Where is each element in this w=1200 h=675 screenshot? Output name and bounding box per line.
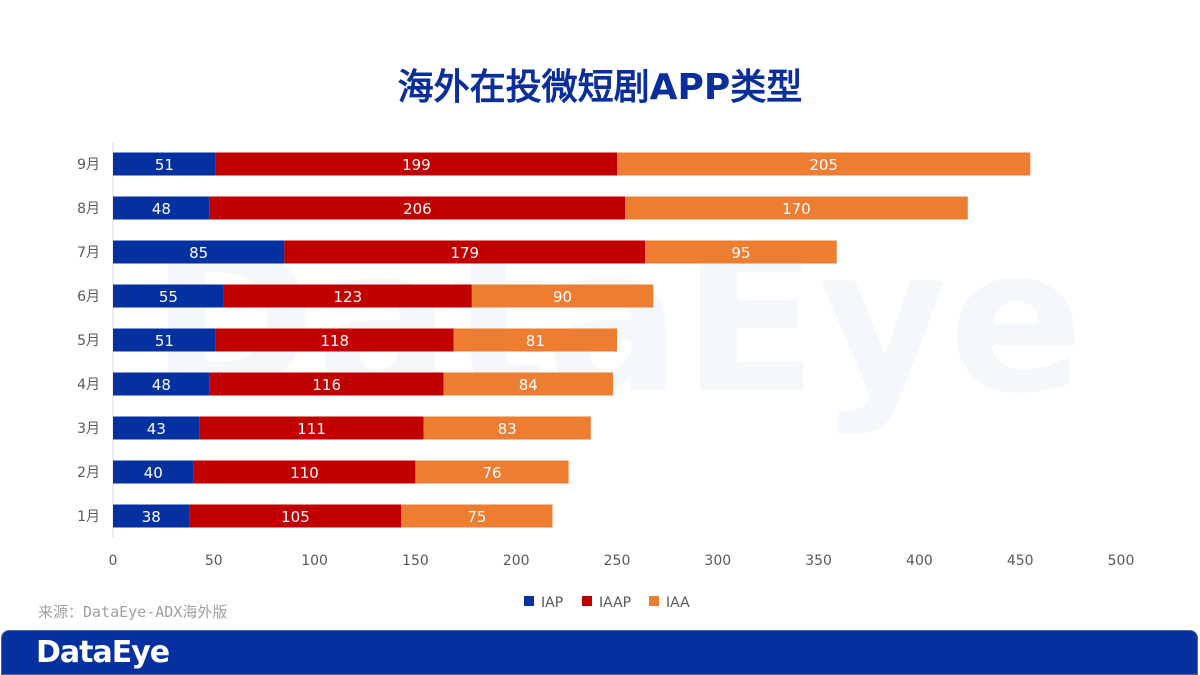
data-label: 95	[731, 244, 750, 262]
bar-iaa	[453, 328, 617, 352]
category-label: 7月	[77, 245, 100, 261]
data-label: 111	[297, 420, 326, 438]
x-tick-label: 350	[805, 553, 832, 569]
bar-iaap	[209, 372, 444, 396]
bar-iaa	[471, 284, 654, 308]
bar-iap	[113, 284, 224, 308]
data-label: 118	[320, 332, 349, 350]
bar-iaa	[423, 416, 591, 440]
data-label: 199	[402, 156, 431, 174]
category-label: 8月	[77, 201, 100, 217]
data-label: 81	[526, 332, 545, 350]
bar-iaap	[189, 504, 402, 528]
data-label: 55	[159, 288, 178, 306]
legend-label: IAP	[541, 595, 563, 611]
category-label: 6月	[77, 289, 100, 305]
bar-iap	[113, 328, 216, 352]
data-label: 48	[152, 376, 171, 394]
category-label: 3月	[77, 421, 100, 437]
bar-iap	[113, 504, 190, 528]
legend-swatch-iaa	[649, 596, 659, 606]
bar-iaa	[625, 196, 968, 220]
data-label: 206	[403, 200, 432, 218]
bar-iaap	[193, 460, 416, 484]
data-label: 48	[152, 200, 171, 218]
bar-iap	[113, 152, 216, 176]
data-label: 76	[482, 464, 501, 482]
bar-iaa	[401, 504, 553, 528]
bar-iaa	[617, 152, 1031, 176]
data-label: 179	[450, 244, 479, 262]
x-tick-label: 450	[1007, 553, 1034, 569]
bar-iaap	[215, 152, 618, 176]
bar-iap	[113, 240, 285, 264]
legend-swatch-iap	[524, 596, 534, 606]
data-label: 43	[147, 420, 166, 438]
bar-iaap	[209, 196, 626, 220]
bar-iaa	[645, 240, 837, 264]
chart-title: 海外在投微短剧APP类型	[397, 67, 803, 108]
bar-iaap	[284, 240, 646, 264]
dataeye-logo: DataEye	[36, 635, 170, 670]
legend-label: IAAP	[599, 595, 631, 611]
bar-chart: 1月 38 105 75 2月 40 110 76 3月 43 111 83 4月 48 116 84 5月 51…	[77, 142, 1135, 611]
bar-iap	[113, 416, 200, 440]
data-label: 205	[809, 156, 838, 174]
bar-iap	[113, 372, 210, 396]
data-label: 105	[281, 508, 310, 526]
data-label: 51	[155, 156, 174, 174]
data-label: 75	[467, 508, 486, 526]
data-label: 51	[155, 332, 174, 350]
data-label: 110	[290, 464, 319, 482]
bar-iaap	[215, 328, 454, 352]
category-label: 5月	[77, 333, 100, 349]
category-label: 9月	[77, 157, 100, 173]
x-tick-label: 150	[402, 553, 429, 569]
data-label: 90	[553, 288, 572, 306]
bar-iaap	[223, 284, 472, 308]
x-tick-label: 300	[704, 553, 731, 569]
bar-iaa	[415, 460, 569, 484]
bar-iaa	[443, 372, 613, 396]
data-label: 84	[519, 376, 538, 394]
x-tick-label: 50	[205, 553, 223, 569]
x-tick-label: 500	[1108, 553, 1135, 569]
source-note: 来源：DataEye-ADX海外版	[38, 603, 228, 621]
legend-label: IAA	[666, 595, 690, 611]
x-tick-label: 0	[109, 553, 118, 569]
data-label: 85	[189, 244, 208, 262]
x-tick-label: 100	[301, 553, 328, 569]
x-tick-label: 250	[604, 553, 631, 569]
legend-swatch-iaap	[582, 596, 592, 606]
category-label: 4月	[77, 377, 100, 393]
bar-iap	[113, 196, 210, 220]
category-label: 1月	[77, 509, 100, 525]
data-label: 83	[498, 420, 517, 438]
footer-bar: DataEye	[1, 630, 1198, 675]
data-label: 116	[312, 376, 341, 394]
data-label: 40	[144, 464, 163, 482]
x-tick-label: 200	[503, 553, 530, 569]
category-label: 2月	[77, 465, 100, 481]
bar-iap	[113, 460, 194, 484]
bar-iaap	[199, 416, 424, 440]
data-label: 170	[782, 200, 811, 218]
data-label: 38	[142, 508, 161, 526]
data-label: 123	[334, 288, 363, 306]
x-tick-label: 400	[906, 553, 933, 569]
